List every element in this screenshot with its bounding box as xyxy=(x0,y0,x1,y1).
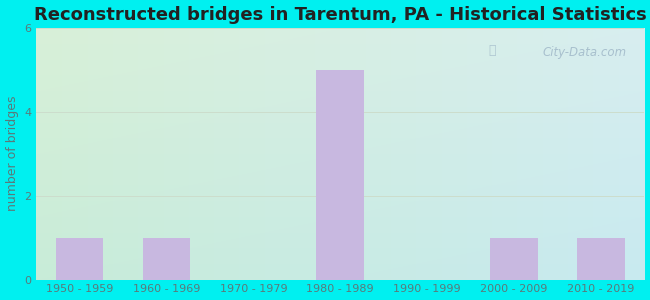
Text: City-Data.com: City-Data.com xyxy=(542,46,626,59)
Bar xyxy=(56,238,103,280)
Text: ⓘ: ⓘ xyxy=(488,44,495,57)
Y-axis label: number of bridges: number of bridges xyxy=(6,96,19,212)
Bar xyxy=(490,238,538,280)
Bar xyxy=(142,238,190,280)
Title: Reconstructed bridges in Tarentum, PA - Historical Statistics: Reconstructed bridges in Tarentum, PA - … xyxy=(34,6,647,24)
Bar xyxy=(317,70,364,280)
Bar xyxy=(577,238,625,280)
